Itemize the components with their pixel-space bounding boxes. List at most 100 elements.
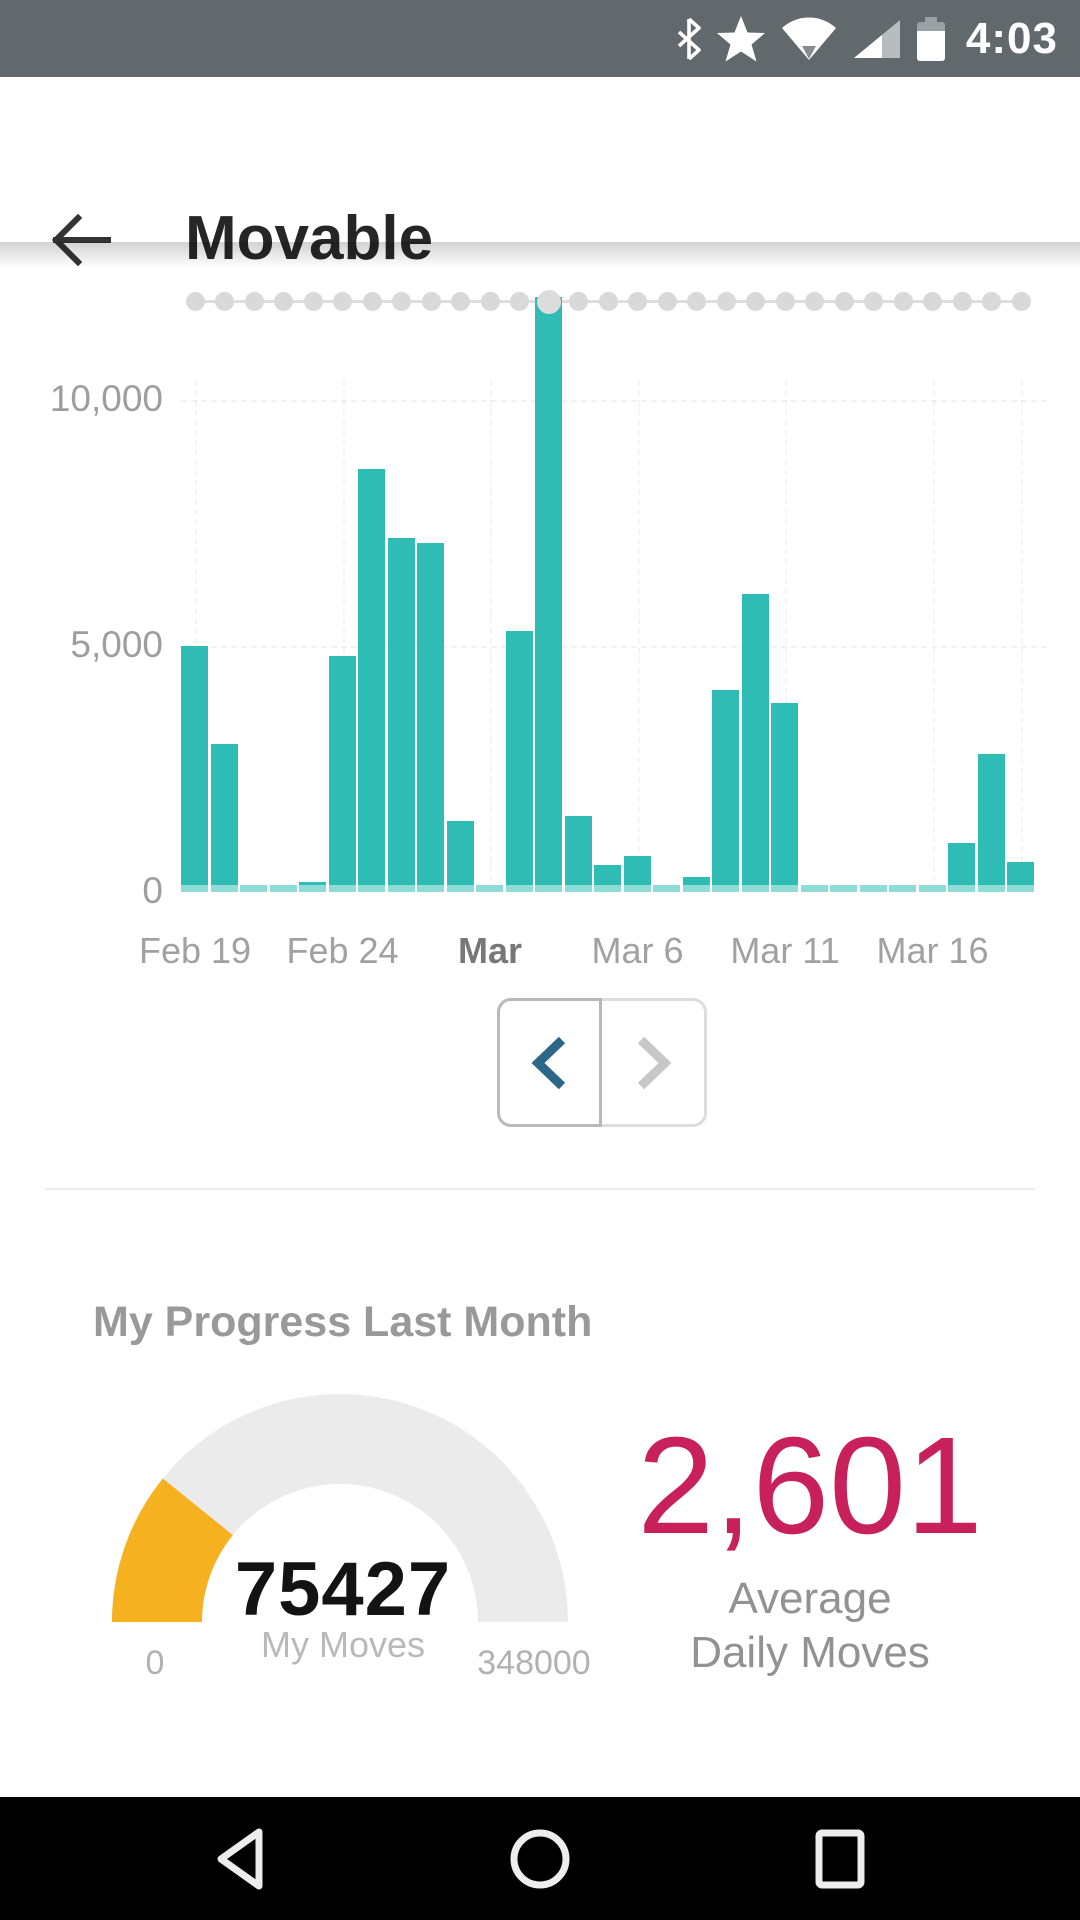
goal-dot xyxy=(1011,292,1031,312)
bar-baseline-cap xyxy=(918,885,946,892)
nav-home-button[interactable] xyxy=(460,1797,620,1920)
moves-gauge xyxy=(112,1394,568,1622)
average-label-line1: Average xyxy=(728,1574,892,1623)
bar-feb-22 xyxy=(269,884,297,892)
bar-baseline-cap xyxy=(977,884,1005,892)
goal-dot-highlighted xyxy=(537,289,561,314)
nav-back-button[interactable] xyxy=(160,1797,320,1920)
goal-dot xyxy=(333,292,352,312)
page-title: Movable xyxy=(185,204,434,273)
bar-feb-25 xyxy=(358,468,385,892)
star-icon xyxy=(716,15,766,63)
average-daily-moves-value: 2,601 xyxy=(637,1409,983,1563)
bar-baseline-cap xyxy=(387,884,415,892)
goal-dot xyxy=(982,292,1001,312)
bar-baseline-cap xyxy=(800,884,828,892)
bar-baseline-cap xyxy=(741,884,769,892)
bar-mar-18 xyxy=(977,754,1005,892)
nav-recents-button[interactable] xyxy=(760,1797,920,1920)
recents-square-icon xyxy=(815,1829,865,1888)
bar-baseline-cap xyxy=(594,884,621,892)
section-heading: My Progress Last Month xyxy=(93,1298,593,1346)
bar-baseline-cap xyxy=(240,884,267,892)
gauge-value: 75427 xyxy=(234,1547,452,1632)
gridline-v xyxy=(1021,380,1023,892)
bar-baseline-cap xyxy=(358,884,385,892)
bar-baseline-cap xyxy=(328,884,356,892)
bar-baseline-cap xyxy=(623,884,651,892)
bar-mar-10 xyxy=(741,594,769,892)
back-triangle-icon xyxy=(217,1828,263,1889)
bar-feb-26 xyxy=(387,537,415,892)
bar-baseline-cap xyxy=(535,884,562,892)
bar-baseline-cap xyxy=(210,884,238,892)
bar-mar-4 xyxy=(564,815,592,892)
bar-feb-24 xyxy=(328,655,356,892)
goal-dot xyxy=(628,292,647,312)
bar-mar-15 xyxy=(889,885,916,892)
wifi-icon xyxy=(780,17,838,61)
status-bar: 4:03 xyxy=(0,0,1080,77)
goal-dot xyxy=(893,292,913,312)
goal-dot xyxy=(746,292,765,312)
prev-page-button[interactable] xyxy=(497,998,602,1127)
back-button[interactable] xyxy=(48,207,114,273)
bar-feb-28 xyxy=(446,820,474,892)
android-nav-bar xyxy=(0,1797,1080,1920)
home-circle-icon xyxy=(510,1829,570,1888)
bar-baseline-cap xyxy=(653,884,680,892)
gridline-v xyxy=(195,380,197,892)
bar-baseline-cap xyxy=(476,885,503,892)
bluetooth-icon xyxy=(676,17,702,61)
bar-baseline-cap xyxy=(417,884,444,892)
goal-dot xyxy=(687,292,706,312)
bar-baseline-cap xyxy=(889,885,916,892)
bar-mar-2 xyxy=(505,631,533,892)
bar-baseline-cap xyxy=(948,884,975,892)
gridline-h xyxy=(181,400,1047,402)
goal-dot xyxy=(864,292,883,312)
bar-mar-7 xyxy=(653,884,680,892)
app-bar-shadow xyxy=(0,242,1080,268)
bar-baseline-cap xyxy=(830,885,857,892)
bar-mar-13 xyxy=(830,885,857,892)
bar-mar-14 xyxy=(859,885,887,892)
goal-dot xyxy=(244,292,264,312)
goal-dot xyxy=(362,292,382,312)
goal-dot xyxy=(480,292,500,312)
gridline-v xyxy=(490,380,492,892)
goal-dot xyxy=(215,292,234,312)
bar-mar-6 xyxy=(623,856,651,892)
bar-mar-16 xyxy=(918,885,946,892)
y-axis-label: 10,000 xyxy=(49,378,163,419)
bar-mar-19 xyxy=(1007,862,1034,892)
goal-dot xyxy=(775,292,795,312)
bar-baseline-cap xyxy=(446,884,474,892)
x-axis-label: Mar xyxy=(457,930,523,971)
bar-feb-23 xyxy=(299,882,326,892)
bar-baseline-cap xyxy=(771,884,798,892)
bar-baseline-cap xyxy=(181,885,208,892)
gridline-v xyxy=(785,380,787,892)
bar-baseline-cap xyxy=(712,884,739,892)
y-axis-label: 0 xyxy=(142,870,163,911)
goal-dot xyxy=(392,292,411,312)
bar-mar-17 xyxy=(948,842,975,892)
next-page-button[interactable] xyxy=(602,998,707,1127)
bar-mar-1 xyxy=(476,885,503,892)
bar-mar-3 xyxy=(535,296,562,892)
status-time: 4:03 xyxy=(965,13,1058,63)
gauge-max-label: 348000 xyxy=(477,1644,591,1682)
gauge-track xyxy=(112,1394,568,1622)
gauge-caption: My Moves xyxy=(260,1624,426,1665)
y-axis-label: 5,000 xyxy=(70,624,163,665)
gauge-min-label: 0 xyxy=(145,1644,165,1682)
x-axis-label: Mar 11 xyxy=(730,930,840,971)
arrow-left-icon xyxy=(51,213,111,267)
bar-baseline-cap xyxy=(505,884,533,892)
bar-feb-27 xyxy=(417,542,444,892)
bar-mar-5 xyxy=(594,864,621,892)
chart-pager xyxy=(497,998,707,1127)
goal-dot xyxy=(185,292,205,312)
x-axis-label: Feb 19 xyxy=(138,930,252,971)
